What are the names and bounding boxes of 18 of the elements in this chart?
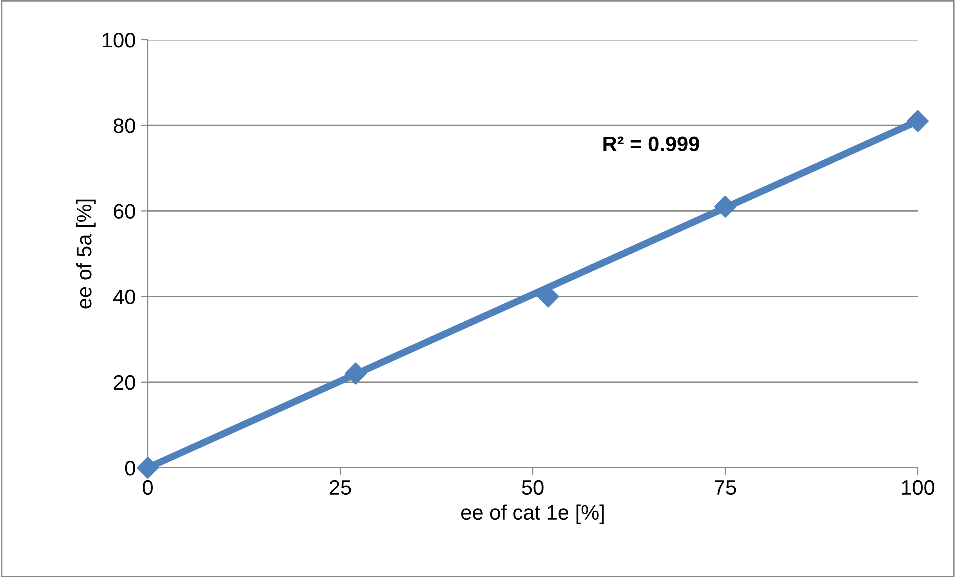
y-tick-label: 20: [114, 375, 136, 390]
x-tick-label: 75: [714, 480, 736, 496]
x-tick-label: 50: [522, 480, 544, 496]
x-axis-title: ee of cat 1e [%]: [462, 504, 604, 524]
y-tick-label: 0: [125, 461, 136, 476]
point: [714, 196, 736, 218]
point: [137, 457, 159, 479]
y-tick-label: 80: [114, 118, 136, 134]
point: [344, 362, 367, 385]
x-tick-label: 100: [902, 480, 935, 496]
annotation: R² = 0.999: [604, 136, 700, 152]
point: [907, 110, 929, 132]
y-tick-label: 40: [114, 290, 136, 305]
y-tick-label: 100: [103, 33, 136, 48]
y-tick-label: 60: [114, 204, 136, 219]
y-axis-title: ee of 5a [%]: [76, 200, 96, 309]
x-tick-label: 25: [330, 480, 352, 496]
x-tick-label: 0: [143, 480, 153, 496]
